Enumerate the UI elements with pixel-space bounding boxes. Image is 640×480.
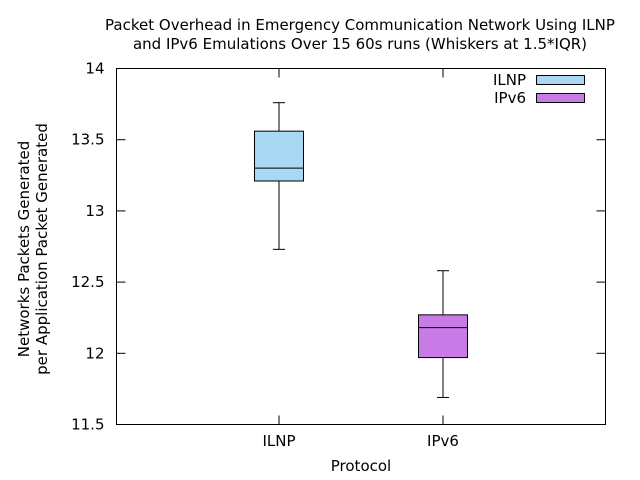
box-ilnp xyxy=(254,102,304,250)
box-iqr xyxy=(254,130,304,182)
y-tick-label: 12 xyxy=(85,344,104,362)
x-axis-ticks: ILNP IPv6 xyxy=(262,68,459,450)
y-axis-label-line-2: per Application Packet Generated xyxy=(33,123,51,375)
chart-title-line-2: and IPv6 Emulations Over 15 60s runs (Wh… xyxy=(133,35,587,53)
y-tick-label: 11.5 xyxy=(71,416,104,434)
x-axis-label: Protocol xyxy=(331,457,391,475)
y-axis-ticks: 11.5 12 12.5 13 13.5 14 xyxy=(71,60,606,434)
box-iqr xyxy=(418,314,468,359)
y-axis-label-line-1: Networks Packets Generated xyxy=(15,141,33,357)
plot-frame-group xyxy=(116,68,606,425)
x-tick-label: IPv6 xyxy=(427,432,459,450)
plot-frame xyxy=(116,68,606,425)
y-tick-label: 14 xyxy=(85,60,104,78)
y-axis-label: Networks Packets Generated per Applicati… xyxy=(15,123,51,375)
legend-label-ilnp: ILNP xyxy=(493,71,526,89)
chart-title-line-1: Packet Overhead in Emergency Communicati… xyxy=(105,16,615,34)
y-tick-label: 13.5 xyxy=(71,131,104,149)
x-tick-label: ILNP xyxy=(262,432,295,450)
legend-swatch-ipv6 xyxy=(536,93,585,103)
box-series xyxy=(254,102,468,398)
legend-swatch-ilnp xyxy=(536,75,585,85)
box-ipv6 xyxy=(418,270,468,398)
y-tick-label: 12.5 xyxy=(71,273,104,291)
legend-label-ipv6: IPv6 xyxy=(494,89,526,107)
y-tick-label: 13 xyxy=(85,202,104,220)
